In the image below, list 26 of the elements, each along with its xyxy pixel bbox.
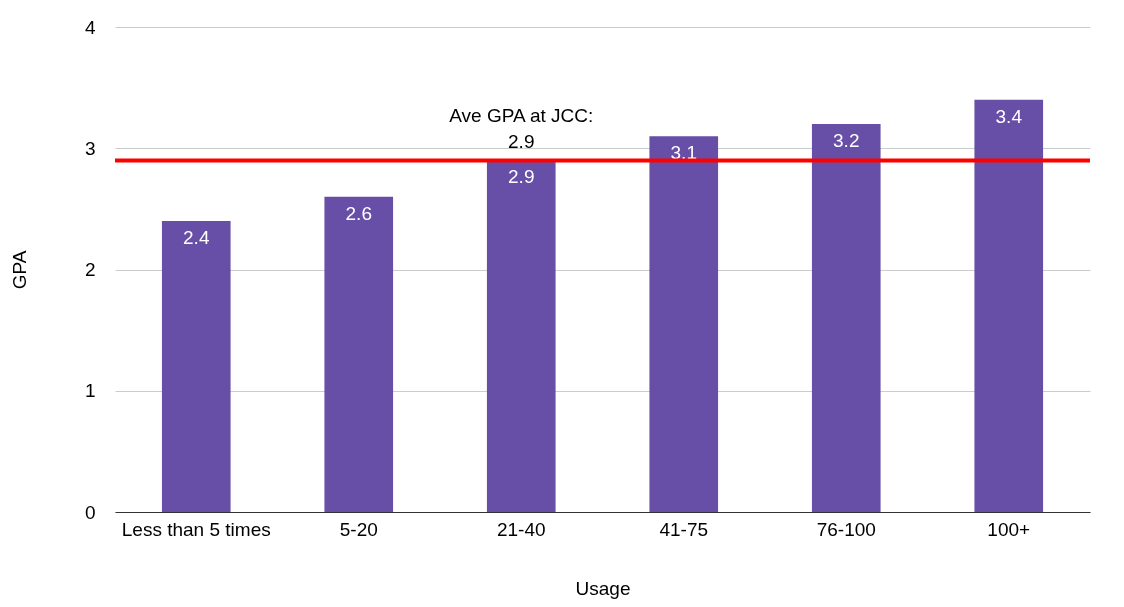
x-tick-label: 41-75 [659, 518, 709, 540]
x-tick-label: 76-100 [816, 518, 876, 540]
data-label: 3.4 [995, 105, 1023, 127]
bar [161, 221, 231, 512]
y-tick-label: 1 [84, 380, 96, 402]
y-tick-label: 4 [84, 16, 96, 38]
x-tick-label: Less than 5 times [121, 518, 271, 540]
data-label: 2.6 [345, 202, 372, 224]
bar [486, 160, 556, 512]
bar [649, 136, 719, 512]
y-tick-label: 0 [84, 501, 96, 523]
data-label: 3.2 [833, 130, 860, 151]
x-tick-label: 21-40 [496, 518, 546, 540]
ref-line-label: Ave GPA at JCC: 2.9 [449, 105, 594, 153]
bar [974, 99, 1044, 512]
data-label: 2.4 [183, 227, 210, 248]
bar [324, 196, 394, 512]
y-tick-label: 2 [84, 259, 96, 280]
x-tick-label: 5-20 [339, 518, 378, 540]
x-axis-title: Usage [575, 577, 631, 599]
x-tick-label: 100+ [987, 518, 1031, 540]
data-label: 2.9 [508, 166, 535, 188]
bar [811, 124, 881, 512]
y-tick-label: 3 [84, 137, 96, 159]
data-label: 3.1 [670, 142, 697, 164]
y-axis-title: GPA [8, 250, 30, 290]
